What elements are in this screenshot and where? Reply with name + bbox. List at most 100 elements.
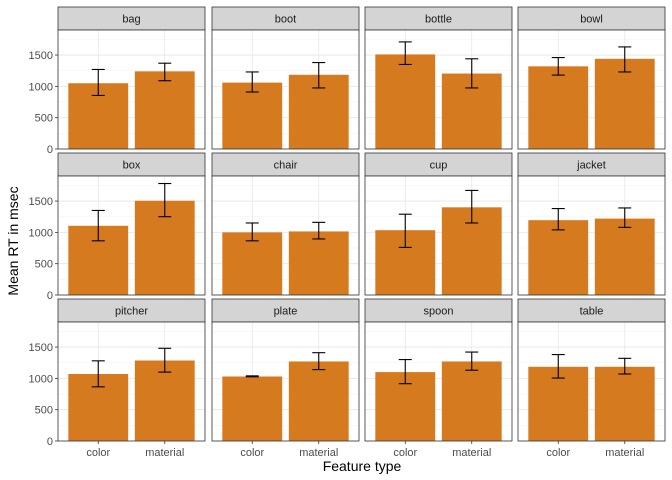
error-bar-box-material [158,182,172,218]
facet-strip-label: bag [122,14,140,26]
error-bar-chair-color [245,222,259,242]
x-tick-label: color [546,447,570,459]
error-bar-boot-color [245,71,259,93]
error-bar-bag-material [158,62,172,82]
facet-strip-label: chair [274,160,298,172]
facet-panel-plate: plate [211,298,360,442]
x-axis-title: Feature type [323,458,402,474]
error-bar-jacket-material [618,207,632,228]
facet-panel-boot: boot [211,6,360,150]
panel-border [211,175,360,296]
error-bar-bag-color [91,68,105,96]
error-bar-spoon-color [398,359,412,385]
x-tick-label: material [299,447,338,459]
panel-border [517,175,666,296]
x-tick-label: color [86,447,110,459]
error-bar-plate-color [245,375,259,378]
facet-strip-label: bottle [425,14,452,26]
error-bar-bowl-color [551,57,565,76]
bar-chair-color [222,232,283,295]
facet-strip-label: jacket [576,160,606,172]
error-bar-box-color [91,209,105,242]
error-bar-plate-material [312,352,326,371]
error-bar-chair-material [312,221,326,240]
facet-panel-jacket: jacket [517,152,666,296]
y-tick-label: 500 [35,405,53,417]
error-bar-table-color [551,354,565,379]
panel-border [364,175,513,296]
y-tick-label: 1500 [29,342,53,354]
x-tick-label: color [240,447,264,459]
facet-panel-pitcher: pitcher [57,298,206,442]
y-axis: 0 500 1000 1500 0 500 1000 1500 0 500 1000 1500 [29,50,58,448]
bar-boot-color [222,82,283,149]
error-bar-bottle-color [398,41,412,65]
facet-panel-bowl: bowl [517,6,666,150]
bar-spoon-material [441,361,502,441]
error-bar-cup-color [398,213,412,248]
bar-bottle-color [375,54,436,149]
y-tick-label: 1500 [29,196,53,208]
panel-border [517,321,666,442]
panel-border [57,175,206,296]
x-axis: color material color material color material c… [86,441,644,459]
x-tick-label: material [145,447,184,459]
bar-table-color [528,366,589,441]
facet-strip-label: spoon [424,306,454,318]
facet-panel-table: table [517,298,666,442]
facet-panel-box: box [57,152,206,296]
panel-border [211,29,360,150]
error-bar-bottle-material [465,58,479,89]
facet-panel-bottle: bottle [364,6,513,150]
y-tick-label: 1000 [29,81,53,93]
facet-panel-chair: chair [211,152,360,296]
facet-panel-cup: cup [364,152,513,296]
panel-border [57,321,206,442]
facet-strip-label: bowl [580,14,603,26]
bar-table-material [594,366,655,441]
error-bar-bowl-material [618,46,632,73]
error-bar-pitcher-color [91,360,105,388]
facet-strip-label: plate [274,306,298,318]
bar-plate-color [222,376,283,441]
facet-panel-bag: bag [57,6,206,150]
x-tick-label: material [605,447,644,459]
x-tick-label: color [393,447,417,459]
bar-bowl-material [594,58,655,149]
facet-strip-label: box [123,160,141,172]
panel-border [57,29,206,150]
error-bar-spoon-material [465,351,479,371]
error-bar-table-material [618,357,632,375]
bar-plate-material [288,361,349,441]
y-tick-label: 0 [47,290,53,302]
y-tick-label: 0 [47,144,53,156]
panel-border [211,321,360,442]
bar-jacket-material [594,218,655,295]
bar-bag-material [134,71,195,149]
error-bar-pitcher-material [158,347,172,373]
facet-strip-label: pitcher [115,306,148,318]
error-bar-jacket-color [551,208,565,231]
facet-panel-spoon: spoon [364,298,513,442]
panel-border [364,321,513,442]
y-tick-label: 0 [47,436,53,448]
bar-jacket-color [528,220,589,295]
y-tick-label: 1000 [29,227,53,239]
error-bar-cup-material [465,189,479,224]
panel-border [517,29,666,150]
y-tick-label: 1500 [29,50,53,62]
y-tick-label: 500 [35,113,53,125]
facet-strip-label: boot [275,14,296,26]
bar-bowl-color [528,66,589,149]
facet-strip-label: cup [430,160,448,172]
y-tick-label: 500 [35,259,53,271]
bar-pitcher-material [134,360,195,441]
x-tick-label: material [452,447,491,459]
y-axis-title: Mean RT in msec [5,186,21,295]
y-tick-label: 1000 [29,373,53,385]
facet-strip-label: table [580,306,604,318]
error-bar-boot-material [312,62,326,89]
facet-panels: bag boot bottle bowl box chair cup jacket pitche… [57,6,666,442]
panel-border [364,29,513,150]
